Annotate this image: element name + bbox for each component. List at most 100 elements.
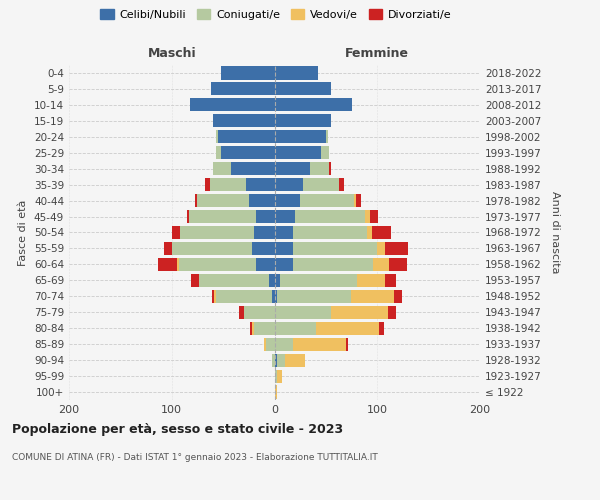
Bar bbox=[269, 274, 275, 287]
Bar bbox=[275, 98, 352, 112]
Bar bbox=[264, 338, 266, 350]
Bar bbox=[272, 290, 275, 303]
Bar bbox=[172, 226, 180, 239]
Bar bbox=[365, 210, 370, 223]
Bar bbox=[300, 194, 353, 207]
Bar bbox=[275, 178, 303, 191]
Text: COMUNE DI ATINA (FR) - Dati ISTAT 1° gennaio 2023 - Elaborazione TUTTITALIA.IT: COMUNE DI ATINA (FR) - Dati ISTAT 1° gen… bbox=[12, 452, 378, 462]
Bar bbox=[239, 306, 244, 319]
Bar bbox=[356, 194, 361, 207]
Bar bbox=[232, 162, 275, 175]
Bar bbox=[254, 322, 275, 335]
Bar bbox=[372, 226, 391, 239]
Bar bbox=[275, 290, 277, 303]
Bar bbox=[221, 66, 275, 80]
Bar bbox=[275, 354, 277, 366]
Bar bbox=[293, 338, 346, 350]
Bar bbox=[370, 210, 378, 223]
Bar bbox=[277, 354, 285, 366]
Bar bbox=[275, 242, 293, 255]
Bar bbox=[172, 242, 252, 255]
Bar bbox=[252, 322, 254, 335]
Bar bbox=[180, 226, 254, 239]
Bar bbox=[356, 274, 385, 287]
Bar bbox=[379, 322, 385, 335]
Bar bbox=[339, 178, 344, 191]
Bar bbox=[275, 194, 300, 207]
Bar bbox=[275, 130, 326, 143]
Bar bbox=[221, 146, 275, 160]
Bar bbox=[246, 178, 275, 191]
Bar bbox=[310, 162, 329, 175]
Bar bbox=[205, 178, 210, 191]
Bar bbox=[275, 146, 321, 160]
Bar bbox=[295, 210, 365, 223]
Bar bbox=[272, 354, 275, 366]
Bar bbox=[275, 82, 331, 96]
Bar bbox=[244, 306, 275, 319]
Text: Popolazione per età, sesso e stato civile - 2023: Popolazione per età, sesso e stato civil… bbox=[12, 422, 343, 436]
Bar bbox=[346, 338, 349, 350]
Bar bbox=[275, 386, 277, 398]
Legend: Celibi/Nubili, Coniugati/e, Vedovi/e, Divorziati/e: Celibi/Nubili, Coniugati/e, Vedovi/e, Di… bbox=[97, 6, 455, 23]
Bar bbox=[164, 242, 172, 255]
Bar bbox=[187, 210, 189, 223]
Bar bbox=[275, 114, 331, 128]
Bar bbox=[275, 322, 316, 335]
Bar bbox=[256, 210, 275, 223]
Bar bbox=[367, 226, 372, 239]
Bar bbox=[212, 290, 214, 303]
Bar bbox=[211, 82, 275, 96]
Text: Femmine: Femmine bbox=[345, 47, 409, 60]
Bar bbox=[316, 322, 379, 335]
Bar bbox=[321, 146, 329, 160]
Bar bbox=[216, 146, 221, 160]
Bar bbox=[377, 242, 385, 255]
Bar bbox=[277, 290, 350, 303]
Bar bbox=[213, 114, 275, 128]
Bar bbox=[189, 210, 256, 223]
Bar bbox=[252, 242, 275, 255]
Bar bbox=[277, 370, 281, 382]
Bar bbox=[285, 354, 305, 366]
Bar bbox=[256, 258, 275, 271]
Y-axis label: Anni di nascita: Anni di nascita bbox=[550, 191, 560, 274]
Bar bbox=[385, 274, 396, 287]
Bar bbox=[329, 162, 331, 175]
Bar bbox=[218, 130, 275, 143]
Y-axis label: Fasce di età: Fasce di età bbox=[19, 200, 28, 266]
Bar bbox=[275, 338, 293, 350]
Bar bbox=[293, 258, 373, 271]
Bar bbox=[158, 258, 177, 271]
Bar bbox=[191, 274, 199, 287]
Bar bbox=[275, 210, 295, 223]
Bar bbox=[388, 306, 396, 319]
Bar bbox=[214, 290, 216, 303]
Bar bbox=[293, 226, 367, 239]
Text: Maschi: Maschi bbox=[148, 47, 196, 60]
Bar bbox=[177, 258, 179, 271]
Bar bbox=[196, 194, 197, 207]
Bar bbox=[353, 194, 356, 207]
Bar bbox=[275, 162, 310, 175]
Bar bbox=[389, 258, 407, 271]
Bar bbox=[197, 194, 249, 207]
Bar bbox=[280, 274, 356, 287]
Bar bbox=[275, 306, 331, 319]
Bar bbox=[190, 98, 275, 112]
Bar bbox=[249, 194, 275, 207]
Bar bbox=[210, 178, 246, 191]
Bar bbox=[250, 322, 252, 335]
Bar bbox=[213, 162, 232, 175]
Bar bbox=[266, 338, 275, 350]
Bar bbox=[199, 274, 269, 287]
Bar bbox=[216, 290, 272, 303]
Bar bbox=[275, 66, 317, 80]
Bar bbox=[326, 130, 328, 143]
Bar bbox=[394, 290, 402, 303]
Bar bbox=[275, 274, 280, 287]
Bar bbox=[275, 226, 293, 239]
Bar bbox=[254, 226, 275, 239]
Bar bbox=[385, 242, 408, 255]
Bar bbox=[179, 258, 256, 271]
